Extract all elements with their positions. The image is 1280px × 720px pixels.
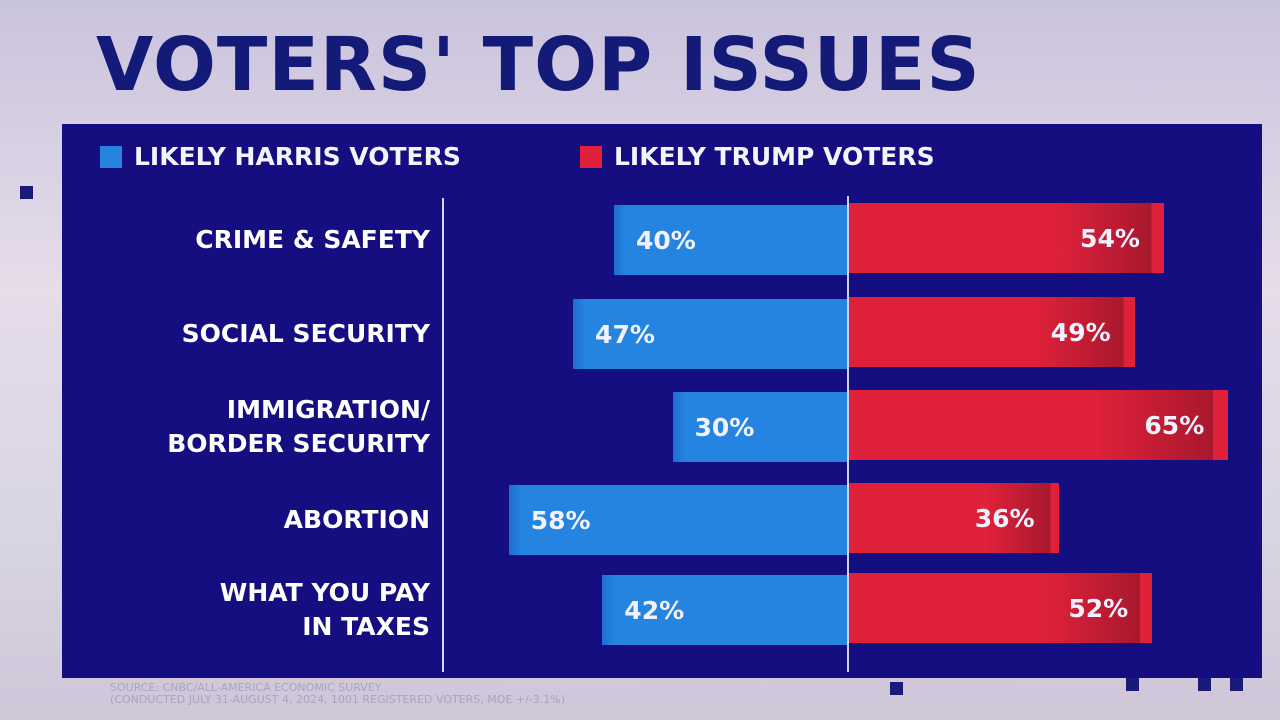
legend-swatch-harris: [100, 145, 122, 168]
category-label-line: SOCIAL SECURITY: [181, 319, 430, 348]
category-label-line: CRIME & SAFETY: [195, 225, 430, 254]
bar-harris: 30%: [672, 392, 848, 462]
decor-square: [20, 186, 33, 199]
decor-square: [1126, 678, 1139, 691]
category-label: SOCIAL SECURITY: [70, 317, 430, 351]
bar-trump: 49%: [848, 297, 1135, 367]
data-label-trump: 36%: [974, 503, 1035, 533]
category-label: ABORTION: [70, 503, 430, 537]
category-label: WHAT YOU PAY IN TAXES: [70, 576, 430, 644]
data-label-trump: 54%: [1080, 223, 1140, 253]
legend-harris: LIKELY HARRIS VOTERS: [100, 142, 461, 171]
category-label: CRIME & SAFETY: [70, 223, 430, 257]
category-label-line: WHAT YOU PAY: [219, 578, 430, 607]
chart-title: VOTERS' TOP ISSUES: [96, 22, 981, 108]
legend-label-harris: LIKELY HARRIS VOTERS: [134, 142, 461, 171]
data-label-harris: 42%: [624, 595, 685, 625]
source-note: SOURCE: CNBC/ALL-AMERICA ECONOMIC SURVEY…: [110, 682, 565, 706]
bar-harris: 42%: [602, 575, 848, 645]
bar-trump: 36%: [848, 483, 1059, 553]
data-label-trump: 52%: [1068, 593, 1129, 623]
label-divider: [442, 198, 444, 672]
category-label-line: BORDER SECURITY: [167, 429, 430, 458]
legend-label-trump: LIKELY TRUMP VOTERS: [614, 142, 935, 171]
data-label-trump: 65%: [1144, 410, 1205, 440]
data-label-harris: 40%: [636, 225, 696, 255]
legend-swatch-trump: [580, 145, 602, 168]
center-axis-line: [847, 196, 849, 672]
legend-trump: LIKELY TRUMP VOTERS: [580, 142, 935, 171]
bar-harris: 47%: [573, 299, 848, 369]
data-label-harris: 58%: [530, 505, 591, 535]
decor-square: [1198, 678, 1211, 691]
bar-harris: 58%: [508, 485, 848, 555]
category-label: IMMIGRATION/BORDER SECURITY: [70, 393, 430, 461]
bar-trump: 65%: [848, 390, 1229, 460]
data-label-harris: 47%: [595, 319, 655, 349]
source-line-1: SOURCE: CNBC/ALL-AMERICA ECONOMIC SURVEY: [110, 681, 382, 694]
bar-harris: 40%: [614, 205, 848, 275]
bar-trump: 52%: [848, 573, 1153, 643]
category-label-line: ABORTION: [283, 505, 430, 534]
bar-trump: 54%: [848, 203, 1164, 273]
decor-square: [1230, 678, 1243, 691]
category-label-line: IMMIGRATION/: [226, 395, 430, 424]
source-line-2: (CONDUCTED JULY 31-AUGUST 4, 2024, 1001 …: [110, 693, 565, 706]
data-label-trump: 49%: [1050, 317, 1111, 347]
category-label-line: IN TAXES: [302, 612, 430, 641]
decor-square: [890, 682, 903, 695]
data-label-harris: 30%: [694, 412, 755, 442]
